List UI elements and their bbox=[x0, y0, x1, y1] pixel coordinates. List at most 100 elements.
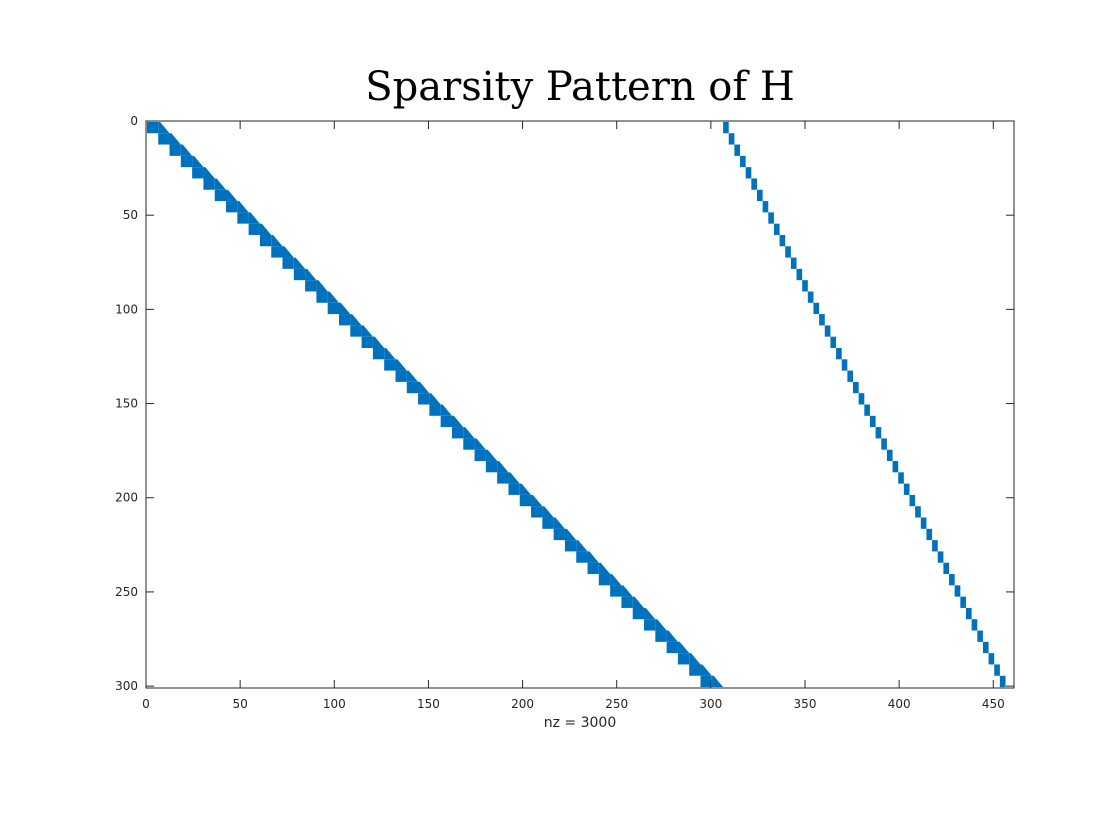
right-band-block bbox=[790, 257, 797, 269]
left-band-diagonal bbox=[259, 223, 272, 235]
x-axis-ticks: 0 50 100 150 200 250 300 350 400 450 bbox=[142, 121, 1005, 711]
right-band-block bbox=[796, 268, 803, 281]
left-band-block bbox=[180, 155, 193, 168]
left-band-block bbox=[429, 404, 441, 416]
left-band-block bbox=[689, 664, 701, 676]
left-band-diagonal bbox=[372, 336, 385, 348]
right-band-block bbox=[813, 302, 820, 315]
left-band-block bbox=[451, 427, 464, 439]
left-band-diagonal bbox=[564, 528, 577, 541]
left-band-diagonal bbox=[485, 449, 498, 462]
right-band-block bbox=[762, 201, 769, 213]
left-band-diagonal bbox=[316, 280, 328, 292]
right-band-block bbox=[824, 325, 831, 337]
left-band-diagonal bbox=[519, 483, 532, 495]
left-band-diagonal bbox=[214, 178, 227, 190]
left-band-diagonal bbox=[271, 234, 283, 247]
right-band-block bbox=[886, 449, 893, 462]
left-band-diagonal bbox=[576, 540, 588, 552]
left-band-block bbox=[146, 121, 159, 134]
left-band-block bbox=[350, 325, 362, 337]
right-band-block bbox=[773, 223, 780, 235]
left-band-block bbox=[519, 494, 532, 507]
left-band-diagonal bbox=[338, 302, 351, 315]
right-band-block bbox=[903, 483, 910, 495]
right-band-block bbox=[994, 664, 1000, 676]
left-band-diagonal bbox=[553, 517, 565, 529]
left-band-block bbox=[305, 280, 317, 292]
right-band-block bbox=[785, 246, 791, 258]
right-band-block bbox=[858, 393, 865, 405]
left-band-block bbox=[226, 201, 238, 213]
left-band-diagonal bbox=[203, 167, 215, 179]
right-band-block bbox=[841, 359, 848, 371]
left-band-diagonal bbox=[644, 607, 656, 620]
right-band-block bbox=[982, 641, 989, 654]
right-band-block bbox=[965, 607, 972, 620]
left-band-diagonal bbox=[293, 257, 306, 269]
left-band-block bbox=[327, 302, 339, 315]
left-band-block bbox=[700, 675, 712, 688]
right-band-block bbox=[779, 234, 786, 247]
right-band-block bbox=[988, 653, 995, 665]
x-tick-label: 450 bbox=[982, 697, 1005, 711]
y-tick-label: 100 bbox=[115, 302, 138, 316]
right-band-block bbox=[768, 212, 774, 224]
right-band-block bbox=[881, 438, 887, 450]
right-band-block bbox=[909, 494, 916, 507]
left-band-diagonal bbox=[429, 393, 441, 405]
right-band-block bbox=[920, 517, 927, 529]
right-band-block bbox=[756, 189, 763, 202]
left-band-block bbox=[271, 246, 283, 258]
right-band-block bbox=[819, 314, 825, 326]
left-band-block bbox=[497, 472, 509, 484]
x-tick-label: 300 bbox=[699, 697, 722, 711]
left-band-diagonal bbox=[451, 415, 464, 428]
left-band-diagonal bbox=[531, 494, 543, 507]
left-band-diagonal bbox=[440, 404, 452, 416]
left-band-diagonal bbox=[361, 325, 373, 337]
left-band-diagonal bbox=[666, 630, 678, 642]
left-band-block bbox=[259, 234, 272, 247]
right-band-block bbox=[836, 347, 842, 360]
right-band-block bbox=[853, 381, 859, 394]
left-band-block bbox=[463, 438, 475, 450]
left-band-diagonal bbox=[621, 585, 633, 597]
left-band-diagonal bbox=[226, 189, 238, 202]
left-band-block bbox=[237, 212, 249, 224]
y-tick-label: 50 bbox=[123, 208, 138, 222]
right-band-block bbox=[864, 404, 870, 416]
left-band-block bbox=[248, 223, 260, 235]
y-tick-label: 0 bbox=[130, 114, 138, 128]
right-band-block bbox=[943, 562, 950, 575]
right-band-block bbox=[807, 291, 814, 303]
left-band-diagonal bbox=[700, 664, 712, 676]
left-band-block bbox=[610, 585, 622, 597]
left-band-diagonal bbox=[463, 427, 475, 439]
left-band-block bbox=[485, 461, 498, 473]
left-band-diagonal bbox=[395, 359, 407, 371]
left-band-diagonal bbox=[192, 155, 204, 168]
right-band-block bbox=[723, 121, 729, 134]
x-tick-label: 50 bbox=[233, 697, 248, 711]
left-band-block bbox=[587, 562, 599, 575]
left-band-diagonal bbox=[169, 133, 181, 145]
right-band-block bbox=[898, 472, 904, 484]
left-band-diagonal bbox=[158, 121, 170, 134]
left-band-block bbox=[395, 370, 407, 382]
left-band-diagonal bbox=[282, 246, 294, 258]
left-band-block bbox=[169, 144, 181, 156]
left-band-block bbox=[406, 381, 419, 394]
right-band-block bbox=[734, 144, 741, 156]
left-band-diagonal bbox=[418, 381, 430, 394]
left-band-diagonal bbox=[610, 574, 622, 586]
left-band-block bbox=[531, 506, 543, 518]
left-band-block bbox=[677, 653, 690, 665]
left-band-diagonal bbox=[598, 562, 611, 575]
left-band-diagonal bbox=[632, 596, 645, 608]
left-band-diagonal bbox=[497, 461, 509, 473]
left-band-diagonal bbox=[350, 314, 362, 326]
left-band-block bbox=[372, 347, 385, 360]
left-band-diagonal bbox=[305, 268, 317, 281]
